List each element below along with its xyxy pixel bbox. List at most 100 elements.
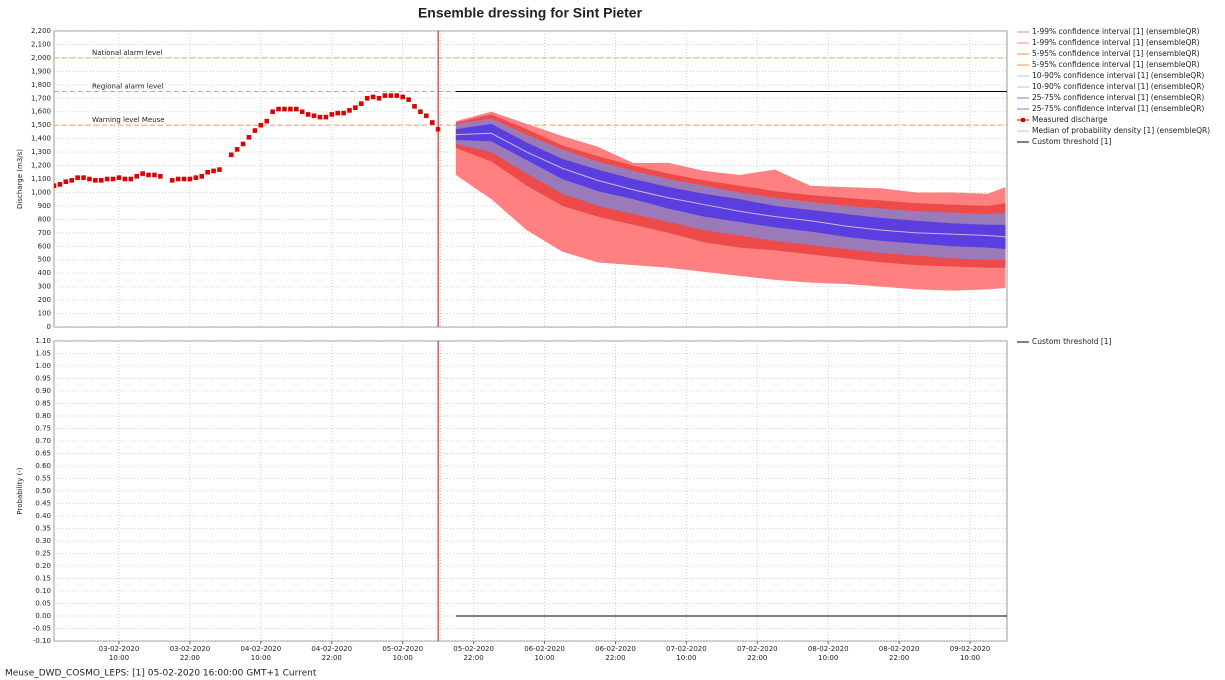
y-tick-label: 0 bbox=[47, 323, 51, 331]
measured-point bbox=[364, 95, 370, 101]
status-footer: Meuse_DWD_COSMO_LEPS: [1] 05-02-2020 16:… bbox=[5, 669, 317, 679]
y-tick-label: 300 bbox=[38, 283, 51, 291]
legend-label: Custom threshold [1] bbox=[1032, 137, 1112, 146]
measured-point bbox=[394, 93, 400, 98]
legend-marker bbox=[1021, 118, 1025, 122]
x-tick-label: 04-02-2020 22:00 bbox=[311, 645, 352, 662]
x-tick-label: 07-02-2020 10:00 bbox=[666, 645, 707, 662]
legend-label: 25-75% confidence interval [1] (ensemble… bbox=[1032, 104, 1204, 113]
y-tick-label: 0.65 bbox=[35, 450, 51, 458]
y-tick-label: 0.60 bbox=[35, 462, 51, 470]
legend-label: 5-95% confidence interval [1] (ensembleQ… bbox=[1032, 49, 1200, 58]
legend-label: Median of probability density [1] (ensem… bbox=[1032, 126, 1210, 135]
y-tick-label: 1.05 bbox=[35, 350, 51, 358]
measured-point bbox=[181, 176, 187, 182]
y-tick-label: 2,100 bbox=[31, 40, 51, 48]
y-tick-label: 0.95 bbox=[35, 375, 51, 383]
measured-point bbox=[169, 178, 175, 183]
x-tick-label: 09-02-2020 10:00 bbox=[950, 645, 991, 662]
y-tick-label: 0.05 bbox=[35, 600, 51, 608]
measured-point bbox=[205, 169, 210, 175]
y-tick-label: 0.45 bbox=[35, 500, 51, 508]
y-tick-label: 200 bbox=[38, 296, 51, 304]
legend-label: Custom threshold [1] bbox=[1032, 337, 1112, 346]
measured-point bbox=[359, 101, 364, 106]
measured-point bbox=[252, 128, 258, 133]
measured-point bbox=[288, 106, 293, 112]
measured-point bbox=[187, 176, 193, 182]
y-tick-label: 900 bbox=[38, 202, 51, 210]
x-tick-label: 08-02-2020 22:00 bbox=[879, 645, 920, 662]
y-tick-label: 700 bbox=[38, 229, 51, 237]
measured-point bbox=[353, 105, 358, 110]
measured-point bbox=[128, 176, 134, 182]
measured-point bbox=[317, 114, 323, 120]
measured-point bbox=[57, 182, 63, 187]
measured-point bbox=[270, 109, 275, 115]
threshold-label: Warning level Meuse bbox=[92, 116, 165, 124]
measured-point bbox=[418, 109, 423, 115]
measured-point bbox=[299, 109, 305, 115]
legend-label: 25-75% confidence interval [1] (ensemble… bbox=[1032, 93, 1204, 102]
measured-point bbox=[429, 120, 435, 125]
measured-point bbox=[104, 176, 110, 182]
y-tick-label: 800 bbox=[38, 215, 51, 223]
confidence-band bbox=[455, 123, 1006, 249]
y-tick-label: 0.25 bbox=[35, 550, 51, 558]
measured-point bbox=[276, 106, 281, 112]
y-tick-label: 0.10 bbox=[35, 587, 51, 595]
measured-point bbox=[211, 168, 216, 174]
measured-point bbox=[388, 93, 394, 98]
threshold-label: National alarm level bbox=[92, 49, 162, 57]
measured-point bbox=[116, 175, 122, 180]
y-tick-label: -0.05 bbox=[33, 625, 51, 633]
y-tick-label: 1.00 bbox=[35, 362, 51, 370]
y-tick-label: -0.10 bbox=[33, 637, 51, 645]
measured-point bbox=[341, 110, 346, 116]
series-line bbox=[455, 132, 1006, 238]
y-tick-label: 1,000 bbox=[31, 188, 51, 196]
measured-point bbox=[370, 94, 376, 100]
measured-point bbox=[93, 178, 98, 183]
measured-point bbox=[294, 106, 299, 112]
measured-point bbox=[134, 174, 140, 179]
measured-point bbox=[335, 110, 340, 116]
y-tick-label: 0.75 bbox=[35, 425, 51, 433]
measured-point bbox=[234, 147, 240, 152]
measured-point bbox=[63, 179, 69, 184]
plot-layer bbox=[54, 341, 1007, 641]
y-tick-label: 0.30 bbox=[35, 537, 51, 545]
legend-label: 1-99% confidence interval [1] (ensembleQ… bbox=[1032, 27, 1200, 36]
legend-label: 5-95% confidence interval [1] (ensembleQ… bbox=[1032, 60, 1200, 69]
measured-point bbox=[264, 118, 270, 124]
legend-label: Measured discharge bbox=[1032, 115, 1108, 124]
x-tick-label: 06-02-2020 22:00 bbox=[595, 645, 636, 662]
measured-point bbox=[376, 95, 382, 101]
y-tick-label: 1,700 bbox=[31, 94, 51, 102]
y-tick-label: 1,900 bbox=[31, 67, 51, 75]
y-tick-label: 1,200 bbox=[31, 162, 51, 170]
y-tick-label: 2,200 bbox=[31, 27, 51, 35]
y-tick-label: 0.15 bbox=[35, 575, 51, 583]
x-tick-label: 07-02-2020 22:00 bbox=[737, 645, 778, 662]
measured-point bbox=[175, 176, 181, 182]
x-tick-label: 05-02-2020 10:00 bbox=[382, 645, 423, 662]
measured-point bbox=[229, 152, 234, 158]
measured-point bbox=[69, 178, 75, 183]
y-axis-label: Discharge (m3/s) bbox=[16, 149, 24, 209]
y-tick-label: 0.70 bbox=[35, 437, 51, 445]
chart-title: Ensemble dressing for Sint Pieter bbox=[418, 5, 643, 21]
measured-point bbox=[246, 134, 252, 140]
y-tick-label: 400 bbox=[38, 269, 51, 277]
legend-label: 10-90% confidence interval [1] (ensemble… bbox=[1032, 71, 1204, 80]
y-tick-label: 0.80 bbox=[35, 412, 51, 420]
measured-point bbox=[75, 175, 80, 180]
y-tick-label: 1,400 bbox=[31, 135, 51, 143]
measured-point bbox=[400, 94, 405, 100]
measured-point bbox=[54, 183, 57, 189]
y-tick-label: 0.55 bbox=[35, 475, 51, 483]
y-tick-label: 2,000 bbox=[31, 54, 51, 62]
measured-point bbox=[347, 108, 352, 113]
measured-point bbox=[412, 104, 417, 109]
measured-point bbox=[305, 112, 311, 117]
